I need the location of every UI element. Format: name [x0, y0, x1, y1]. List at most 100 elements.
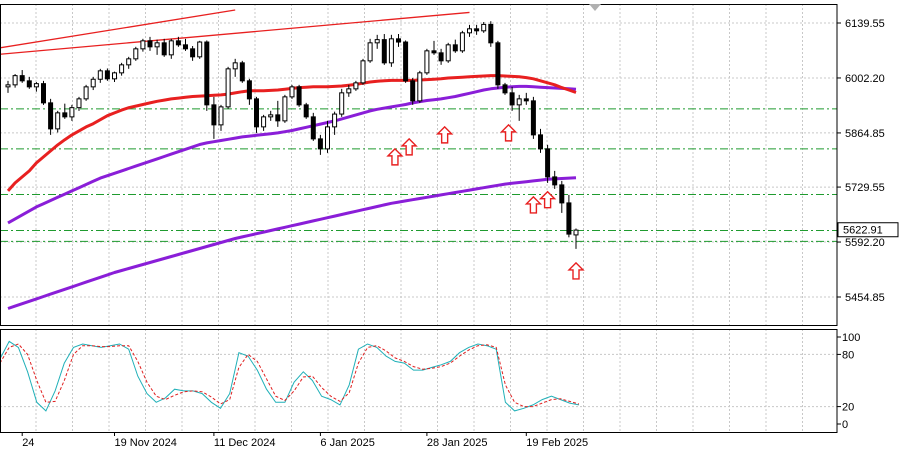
price-panel-frame — [0, 4, 838, 326]
candle-bearish — [559, 184, 565, 204]
scroll-marker-icon — [589, 4, 601, 11]
candle-bearish — [147, 40, 153, 48]
candle-bearish — [19, 75, 25, 82]
candle-bearish — [204, 41, 210, 106]
candle-bullish — [168, 40, 174, 56]
stochastic-tick-label: 20 — [842, 402, 854, 414]
candle-bullish — [90, 78, 96, 88]
candle-bullish — [261, 116, 267, 128]
price-axis: 6139.55 6002.20 5864.85 5729.55 5592.20 5454.… — [837, 18, 899, 304]
candle-bearish — [396, 38, 401, 43]
candle-bearish — [254, 98, 259, 128]
candle-bullish — [516, 98, 522, 106]
candle-bearish — [410, 80, 416, 102]
candle-bullish — [55, 112, 61, 130]
candle-bearish — [502, 84, 508, 94]
candle-bullish — [332, 113, 338, 128]
candle-bullish — [353, 82, 359, 90]
candle-bearish — [403, 41, 409, 82]
up-arrow-icon — [524, 195, 543, 214]
up-arrow-icon — [499, 123, 518, 142]
stochastic-lines — [0, 340, 580, 412]
candle-bearish — [381, 39, 387, 64]
candle-bullish — [69, 107, 75, 118]
candle-bearish — [239, 62, 245, 82]
horizontal-levels — [0, 108, 837, 242]
candle-bearish — [530, 100, 536, 136]
candle-bullish — [218, 106, 224, 126]
candle-bullish — [325, 126, 330, 150]
candle-bullish — [112, 72, 117, 80]
candle-bullish — [467, 28, 472, 34]
up-arrow-icon — [400, 137, 418, 156]
candle-bullish — [33, 83, 39, 88]
stochastic-tick-label: 0 — [842, 419, 848, 431]
up-arrow-icon — [538, 190, 557, 209]
candle-bearish — [495, 42, 501, 86]
candles — [5, 21, 579, 249]
candle-bullish — [367, 42, 373, 62]
candle-bearish — [488, 23, 494, 44]
up-arrows — [386, 123, 585, 280]
time-tick-label: 6 Jan 2025 — [320, 437, 374, 449]
candle-bearish — [452, 44, 458, 52]
candle-bearish — [62, 112, 68, 118]
candle-bullish — [97, 70, 103, 80]
candle-bullish — [374, 39, 380, 44]
candle-bearish — [211, 104, 217, 126]
candle-bullish — [225, 68, 231, 108]
trendline — [0, 9, 236, 49]
price-tick-label: 6002.20 — [845, 73, 885, 85]
price-grid — [0, 4, 837, 325]
candle-bearish — [545, 148, 551, 178]
candle-bearish — [431, 50, 437, 54]
candle-bearish — [310, 116, 316, 140]
trendline — [0, 11, 470, 55]
price-tick-label: 5454.85 — [845, 292, 885, 304]
candle-bearish — [474, 28, 480, 32]
stochastic-axis: 100 80 20 0 — [837, 332, 860, 431]
candle-bearish — [246, 80, 252, 100]
candle-bearish — [183, 44, 188, 50]
candle-bearish — [538, 134, 543, 150]
up-arrow-icon — [386, 147, 404, 166]
candle-bullish — [289, 86, 295, 98]
candle-bearish — [190, 48, 196, 58]
price-tick-label: 5592.20 — [845, 237, 885, 249]
candle-bearish — [523, 98, 529, 102]
time-axis: 24 19 Nov 2024 11 Dec 2024 6 Jan 2025 28 Jan… — [21, 432, 588, 449]
candle-bearish — [275, 114, 281, 122]
moving-average-purple — [7, 84, 577, 225]
candle-bearish — [104, 70, 110, 80]
candle-bearish — [303, 104, 309, 118]
stochastic-panel-frame — [0, 329, 838, 433]
price-tick-label: 5729.55 — [845, 182, 885, 194]
candle-bullish — [360, 60, 366, 84]
candle-bullish — [232, 62, 238, 70]
candle-bullish — [12, 75, 18, 86]
time-tick-label: 19 Nov 2024 — [115, 437, 177, 449]
up-arrow-icon — [435, 125, 454, 144]
candle-bearish — [296, 86, 302, 106]
candle-bullish — [282, 96, 288, 122]
stochastic-plot-area — [0, 340, 580, 412]
moving-average-purple-slow — [7, 176, 577, 310]
candle-bullish — [417, 72, 423, 102]
candle-bullish — [268, 114, 274, 118]
candle-bullish — [573, 229, 579, 236]
current-price-box — [837, 222, 899, 238]
candle-bullish — [154, 42, 160, 48]
candle-bearish — [317, 138, 323, 150]
trendlines — [0, 9, 470, 55]
time-tick-label: 24 — [22, 437, 34, 449]
candle-bearish — [26, 80, 32, 88]
stochastic-tick-label: 100 — [842, 332, 860, 344]
price-plot-area — [0, 9, 585, 310]
time-tick-label: 19 Feb 2025 — [526, 437, 588, 449]
stochastic-tick-label: 80 — [842, 349, 854, 361]
panel-frames — [0, 4, 838, 433]
candle-bullish — [76, 98, 82, 109]
